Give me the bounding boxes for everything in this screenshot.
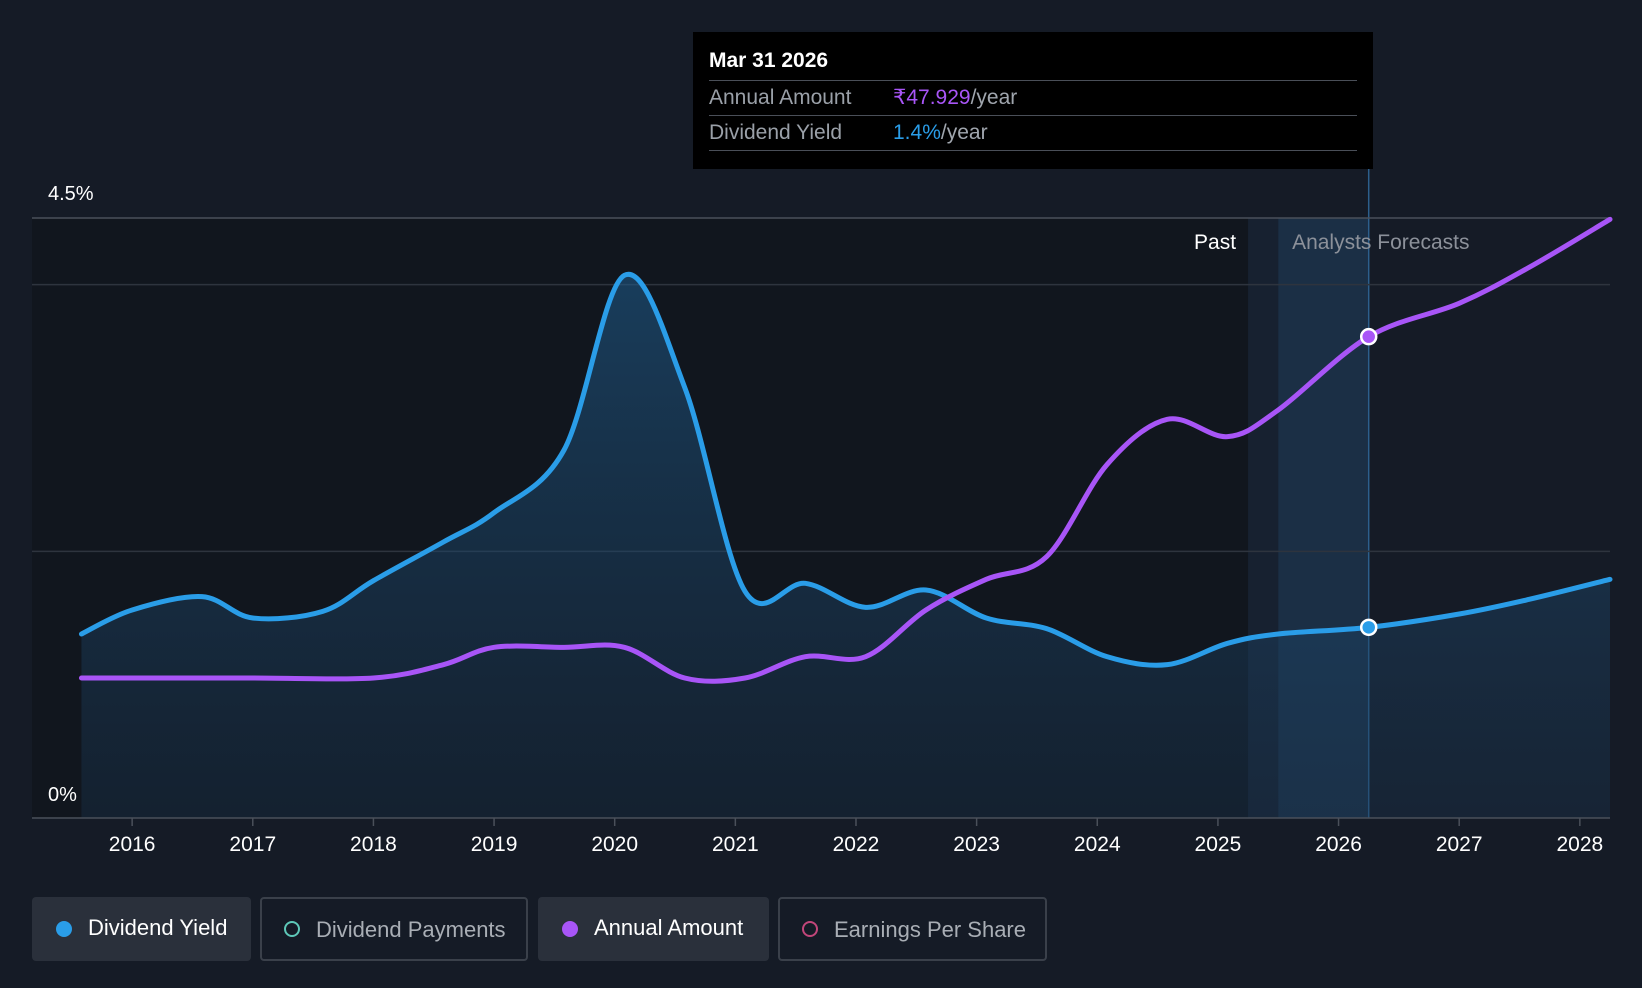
x-tick-label: 2019 [471,833,518,856]
legend-earnings-per-share-label: Earnings Per Share [834,917,1026,942]
legend-dividend-yield-button[interactable]: Dividend Yield [32,897,251,961]
legend-earnings-per-share-button[interactable]: Earnings Per Share [778,897,1047,961]
tooltip-date: Mar 31 2026 [709,46,1357,81]
tooltip-annual-amount-value: ₹47.929 [893,86,971,109]
dividend-yield-highlight-point [1359,618,1378,637]
legend-dividend-payments-button[interactable]: Dividend Payments [260,897,528,961]
annual-amount-line [78,216,1613,684]
dividend-chart: 2016 2017 2018 2019 2020 2021 2022 2023 2024 2025… [32,168,1613,856]
past-label: Past [1194,231,1236,254]
annual-amount-dot-icon [562,921,578,937]
dividend-payments-ring-icon [284,921,300,937]
tooltip-dividend-yield-row: Dividend Yield 1.4%/year [709,116,1357,151]
x-tick-label: 2022 [833,833,880,856]
annual-amount-highlight-point [1359,327,1378,346]
legend-dividend-payments-label: Dividend Payments [316,917,506,942]
analysts-forecasts-label: Analysts Forecasts [1292,231,1469,254]
tooltip-dividend-yield-value: 1.4% [893,121,941,144]
x-tick-label: 2016 [109,833,156,856]
x-tick-label: 2023 [953,833,1000,856]
x-tick-label: 2017 [229,833,276,856]
legend-annual-amount-button[interactable]: Annual Amount [538,897,769,961]
x-tick-label: 2024 [1074,833,1121,856]
tooltip-annual-amount-unit: /year [970,86,1018,109]
tooltip-dividend-yield-unit: /year [940,121,988,144]
x-tick-label: 2027 [1436,833,1483,856]
x-tick-label: 2028 [1556,833,1603,856]
tooltip-annual-amount-label: Annual Amount [709,86,852,109]
dividend-yield-line [78,271,1613,668]
y-tick-label: 0% [48,784,77,806]
legend-dividend-yield-label: Dividend Yield [88,915,228,940]
x-tick-label: 2026 [1315,833,1362,856]
x-tick-label: 2021 [712,833,759,856]
y-tick-label: 4.5% [48,183,94,205]
earnings-per-share-ring-icon [802,921,818,937]
tooltip-dividend-yield-label: Dividend Yield [709,121,843,144]
dividend-yield-area [81,274,1611,818]
x-tick-label: 2018 [350,833,397,856]
x-tick-label: 2025 [1195,833,1242,856]
legend-annual-amount-label: Annual Amount [594,915,744,940]
x-tick-label: 2020 [591,833,638,856]
hover-tooltip: Mar 31 2026 Annual Amount ₹47.929/year Di… [693,32,1373,169]
dividend-yield-dot-icon [56,921,72,937]
tooltip-annual-amount-row: Annual Amount ₹47.929/year [709,81,1357,116]
